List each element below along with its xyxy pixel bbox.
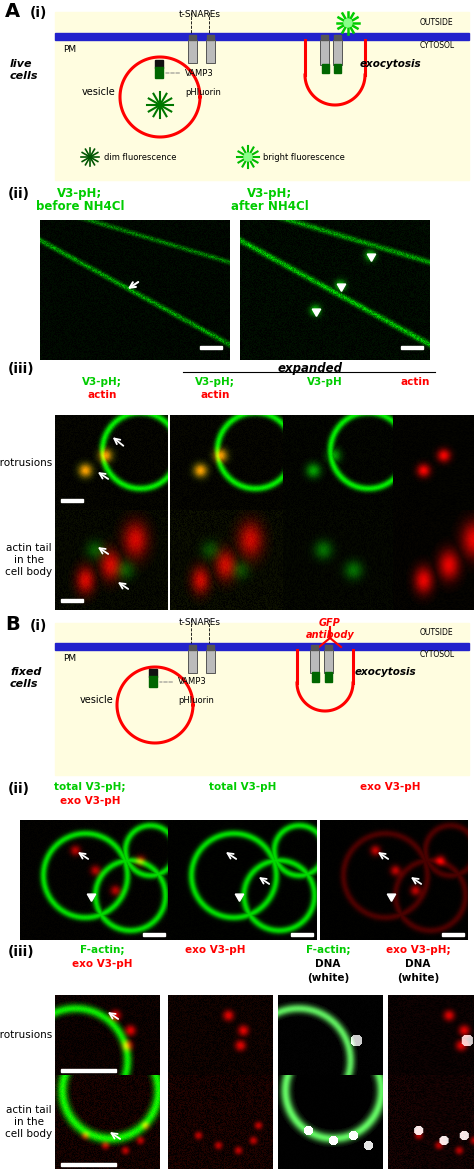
Bar <box>321 35 328 40</box>
Bar <box>334 64 341 72</box>
Bar <box>207 645 214 650</box>
Text: V3-pH: V3-pH <box>307 376 343 387</box>
Bar <box>206 650 215 673</box>
Text: CYTOSOL: CYTOSOL <box>420 41 455 50</box>
Bar <box>155 67 163 78</box>
Bar <box>334 35 341 40</box>
Bar <box>310 650 319 673</box>
Text: B: B <box>5 615 20 634</box>
Text: pHluorin: pHluorin <box>178 696 214 705</box>
Text: protrusions: protrusions <box>0 457 52 468</box>
Text: exo V3-pH: exo V3-pH <box>72 959 132 969</box>
Bar <box>55 12 469 180</box>
Text: (white): (white) <box>397 973 439 983</box>
Bar <box>291 933 312 935</box>
Bar <box>188 40 197 63</box>
Text: after NH4Cl: after NH4Cl <box>231 200 309 213</box>
Bar <box>207 35 214 40</box>
Bar <box>61 1162 116 1165</box>
Text: V3-pH;: V3-pH; <box>247 187 292 200</box>
Bar <box>312 672 319 682</box>
Text: (i): (i) <box>30 6 47 20</box>
Bar <box>55 33 469 40</box>
Circle shape <box>344 19 352 27</box>
Text: V3-pH;: V3-pH; <box>57 187 103 200</box>
Text: OUTSIDE: OUTSIDE <box>420 18 454 27</box>
Text: exo V3-pH;: exo V3-pH; <box>386 945 450 955</box>
Text: actin tail
in the
cell body: actin tail in the cell body <box>5 1106 52 1139</box>
Text: (ii): (ii) <box>8 782 30 796</box>
Text: exo V3-pH: exo V3-pH <box>360 782 420 793</box>
Text: vesicle: vesicle <box>82 87 116 97</box>
Text: (iii): (iii) <box>8 362 35 376</box>
Text: exo V3-pH: exo V3-pH <box>60 796 120 805</box>
Bar <box>189 35 196 40</box>
Text: DNA: DNA <box>405 959 431 969</box>
Text: vesicle: vesicle <box>80 696 114 705</box>
Bar <box>401 346 422 348</box>
Text: PM: PM <box>63 44 76 54</box>
Text: pHluorin: pHluorin <box>185 88 221 97</box>
Text: exocytosis: exocytosis <box>360 58 422 69</box>
Bar <box>61 498 82 502</box>
Text: t-SNAREs: t-SNAREs <box>179 618 221 627</box>
Bar <box>320 40 329 65</box>
Bar <box>55 643 469 650</box>
Bar <box>149 669 157 677</box>
Text: exo V3-pH: exo V3-pH <box>185 945 245 955</box>
Text: (i): (i) <box>30 620 47 632</box>
Text: (iii): (iii) <box>8 945 35 959</box>
Text: total V3-pH;: total V3-pH; <box>54 782 126 793</box>
Text: GFP
antibody: GFP antibody <box>306 618 355 639</box>
Bar <box>311 645 318 650</box>
Text: actin: actin <box>201 390 230 400</box>
Bar <box>155 60 163 68</box>
Bar <box>61 599 82 602</box>
Text: VAMP3: VAMP3 <box>160 678 207 686</box>
Text: F-actin;: F-actin; <box>306 945 350 955</box>
Text: DNA: DNA <box>315 959 341 969</box>
Text: V3-pH;: V3-pH; <box>195 376 235 387</box>
Text: F-actin;: F-actin; <box>80 945 124 955</box>
Bar <box>55 623 469 775</box>
Bar <box>188 650 197 673</box>
Bar <box>333 40 342 65</box>
Text: live
cells: live cells <box>10 60 38 81</box>
Circle shape <box>244 153 252 161</box>
Bar <box>322 64 329 72</box>
Text: actin tail
in the
cell body: actin tail in the cell body <box>5 544 52 576</box>
Text: before NH4Cl: before NH4Cl <box>36 200 124 213</box>
Text: CYTOSOL: CYTOSOL <box>420 650 455 659</box>
Bar <box>143 933 164 935</box>
Bar <box>324 650 333 673</box>
Text: OUTSIDE: OUTSIDE <box>420 628 454 637</box>
Text: t-SNAREs: t-SNAREs <box>179 11 221 19</box>
Bar <box>201 346 222 348</box>
Text: (ii): (ii) <box>8 187 30 201</box>
Bar <box>149 676 157 687</box>
Text: V3-pH;: V3-pH; <box>82 376 122 387</box>
Text: actin: actin <box>401 376 430 387</box>
Bar <box>61 1068 116 1072</box>
Text: total V3-pH: total V3-pH <box>210 782 277 793</box>
Text: VAMP3: VAMP3 <box>166 69 214 77</box>
Text: exocytosis: exocytosis <box>355 667 417 677</box>
Bar <box>443 933 465 935</box>
Bar <box>325 645 332 650</box>
Bar <box>325 672 332 682</box>
Text: A: A <box>5 2 20 21</box>
Text: protrusions: protrusions <box>0 1030 52 1040</box>
Text: actin: actin <box>87 390 117 400</box>
Bar <box>206 40 215 63</box>
Bar <box>189 645 196 650</box>
Text: (white): (white) <box>307 973 349 983</box>
Text: dim fluorescence: dim fluorescence <box>104 152 176 161</box>
Text: expanded: expanded <box>277 362 343 375</box>
Text: PM: PM <box>63 653 76 663</box>
Text: fixed
cells: fixed cells <box>10 667 41 689</box>
Text: bright fluorescence: bright fluorescence <box>263 152 345 161</box>
